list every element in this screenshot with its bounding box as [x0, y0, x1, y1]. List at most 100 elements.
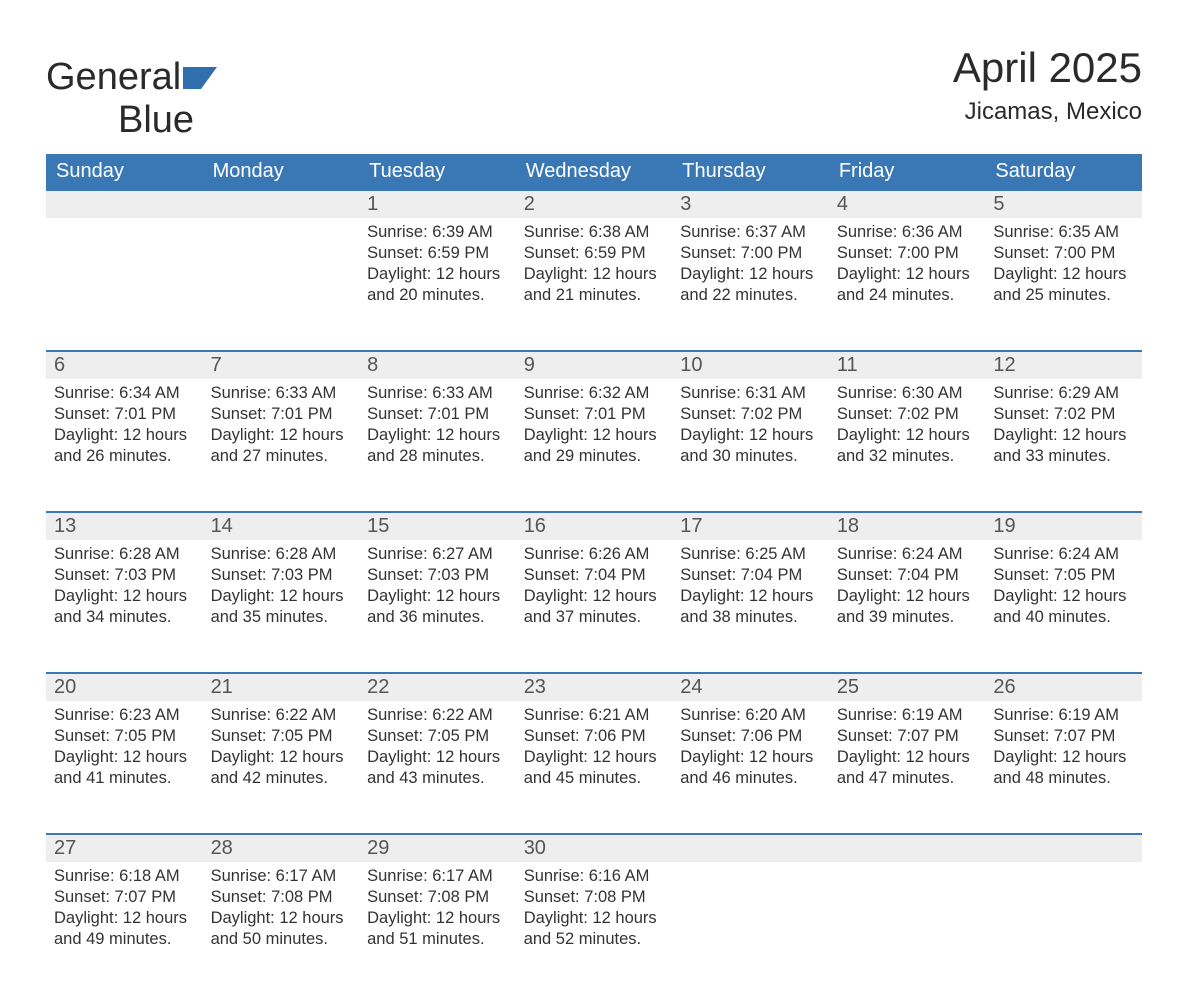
- daylight-line: Daylight: 12 hours: [524, 908, 665, 929]
- day-cell: Sunrise: 6:28 AMSunset: 7:03 PMDaylight:…: [203, 540, 360, 673]
- day-cell: Sunrise: 6:22 AMSunset: 7:05 PMDaylight:…: [359, 701, 516, 834]
- sunrise-line: Sunrise: 6:33 AM: [367, 383, 508, 404]
- day-cell-body: Sunrise: 6:24 AMSunset: 7:05 PMDaylight:…: [985, 540, 1142, 628]
- day-cell-body: Sunrise: 6:28 AMSunset: 7:03 PMDaylight:…: [46, 540, 203, 628]
- daylight-line: Daylight: 12 hours: [367, 425, 508, 446]
- empty-day-cell: [672, 862, 829, 994]
- day-cell-body: Sunrise: 6:22 AMSunset: 7:05 PMDaylight:…: [359, 701, 516, 789]
- daylight-line: and 41 minutes.: [54, 768, 195, 789]
- daylight-line: and 47 minutes.: [837, 768, 978, 789]
- daylight-line: and 20 minutes.: [367, 285, 508, 306]
- sunrise-line: Sunrise: 6:28 AM: [211, 544, 352, 565]
- daylight-line: Daylight: 12 hours: [367, 264, 508, 285]
- day-cell: Sunrise: 6:20 AMSunset: 7:06 PMDaylight:…: [672, 701, 829, 834]
- daylight-line: Daylight: 12 hours: [54, 747, 195, 768]
- daylight-line: Daylight: 12 hours: [367, 908, 508, 929]
- week-row: Sunrise: 6:23 AMSunset: 7:05 PMDaylight:…: [46, 701, 1142, 834]
- sunrise-line: Sunrise: 6:28 AM: [54, 544, 195, 565]
- daylight-line: and 52 minutes.: [524, 929, 665, 950]
- day-cell-body: Sunrise: 6:38 AMSunset: 6:59 PMDaylight:…: [516, 218, 673, 306]
- day-cell: Sunrise: 6:33 AMSunset: 7:01 PMDaylight:…: [359, 379, 516, 512]
- day-cell-body: Sunrise: 6:39 AMSunset: 6:59 PMDaylight:…: [359, 218, 516, 306]
- daynum-row: 13141516171819: [46, 512, 1142, 540]
- day-number: 16: [516, 512, 673, 540]
- daylight-line: Daylight: 12 hours: [837, 586, 978, 607]
- title-block: April 2025 Jicamas, Mexico: [953, 36, 1142, 126]
- sunrise-line: Sunrise: 6:17 AM: [211, 866, 352, 887]
- day-cell: Sunrise: 6:26 AMSunset: 7:04 PMDaylight:…: [516, 540, 673, 673]
- sunset-line: Sunset: 7:01 PM: [211, 404, 352, 425]
- day-cell: Sunrise: 6:36 AMSunset: 7:00 PMDaylight:…: [829, 218, 986, 351]
- daylight-line: Daylight: 12 hours: [837, 264, 978, 285]
- day-cell-body: Sunrise: 6:28 AMSunset: 7:03 PMDaylight:…: [203, 540, 360, 628]
- day-cell: Sunrise: 6:38 AMSunset: 6:59 PMDaylight:…: [516, 218, 673, 351]
- day-cell: Sunrise: 6:28 AMSunset: 7:03 PMDaylight:…: [46, 540, 203, 673]
- empty-day-cell: [203, 218, 360, 351]
- day-header: Monday: [203, 154, 360, 190]
- day-header: Thursday: [672, 154, 829, 190]
- week-row: Sunrise: 6:28 AMSunset: 7:03 PMDaylight:…: [46, 540, 1142, 673]
- day-number: 20: [46, 673, 203, 701]
- sunrise-line: Sunrise: 6:24 AM: [837, 544, 978, 565]
- sunrise-line: Sunrise: 6:21 AM: [524, 705, 665, 726]
- sunset-line: Sunset: 7:05 PM: [211, 726, 352, 747]
- daylight-line: Daylight: 12 hours: [524, 264, 665, 285]
- day-cell-body: Sunrise: 6:17 AMSunset: 7:08 PMDaylight:…: [203, 862, 360, 950]
- day-cell-body: Sunrise: 6:33 AMSunset: 7:01 PMDaylight:…: [359, 379, 516, 467]
- day-cell: Sunrise: 6:30 AMSunset: 7:02 PMDaylight:…: [829, 379, 986, 512]
- sunrise-line: Sunrise: 6:19 AM: [993, 705, 1134, 726]
- day-number: 28: [203, 834, 360, 862]
- day-number: 23: [516, 673, 673, 701]
- day-number: 24: [672, 673, 829, 701]
- daylight-line: and 25 minutes.: [993, 285, 1134, 306]
- day-cell: Sunrise: 6:25 AMSunset: 7:04 PMDaylight:…: [672, 540, 829, 673]
- sunset-line: Sunset: 7:00 PM: [837, 243, 978, 264]
- sunset-line: Sunset: 7:02 PM: [993, 404, 1134, 425]
- week-row: Sunrise: 6:39 AMSunset: 6:59 PMDaylight:…: [46, 218, 1142, 351]
- daylight-line: and 48 minutes.: [993, 768, 1134, 789]
- sunset-line: Sunset: 7:02 PM: [680, 404, 821, 425]
- daynum-row: 6789101112: [46, 351, 1142, 379]
- day-cell-body: Sunrise: 6:34 AMSunset: 7:01 PMDaylight:…: [46, 379, 203, 467]
- sunrise-line: Sunrise: 6:17 AM: [367, 866, 508, 887]
- sunrise-line: Sunrise: 6:39 AM: [367, 222, 508, 243]
- day-number: 3: [672, 190, 829, 218]
- day-number: 27: [46, 834, 203, 862]
- sunrise-line: Sunrise: 6:36 AM: [837, 222, 978, 243]
- day-cell: Sunrise: 6:24 AMSunset: 7:05 PMDaylight:…: [985, 540, 1142, 673]
- page-header: General Blue April 2025 Jicamas, Mexico: [46, 36, 1142, 142]
- day-number: 4: [829, 190, 986, 218]
- daylight-line: Daylight: 12 hours: [211, 425, 352, 446]
- daylight-line: and 22 minutes.: [680, 285, 821, 306]
- day-number: 9: [516, 351, 673, 379]
- daylight-line: and 21 minutes.: [524, 285, 665, 306]
- day-cell: Sunrise: 6:33 AMSunset: 7:01 PMDaylight:…: [203, 379, 360, 512]
- empty-day-number: [829, 834, 986, 862]
- day-number: 12: [985, 351, 1142, 379]
- sunset-line: Sunset: 7:00 PM: [993, 243, 1134, 264]
- empty-day-cell: [46, 218, 203, 351]
- empty-day-number: [672, 834, 829, 862]
- daylight-line: and 42 minutes.: [211, 768, 352, 789]
- day-header-row: SundayMondayTuesdayWednesdayThursdayFrid…: [46, 154, 1142, 190]
- daylight-line: and 45 minutes.: [524, 768, 665, 789]
- daylight-line: and 32 minutes.: [837, 446, 978, 467]
- empty-day-cell: [829, 862, 986, 994]
- sunrise-line: Sunrise: 6:29 AM: [993, 383, 1134, 404]
- daylight-line: Daylight: 12 hours: [680, 264, 821, 285]
- calendar-body: 12 345 Sunrise: 6:39 AMSunset: 6:59 PMDayl…: [46, 190, 1142, 994]
- day-header: Wednesday: [516, 154, 673, 190]
- day-number: 7: [203, 351, 360, 379]
- logo-text-1: General: [46, 56, 181, 98]
- sunset-line: Sunset: 7:05 PM: [54, 726, 195, 747]
- daylight-line: Daylight: 12 hours: [54, 908, 195, 929]
- daylight-line: and 49 minutes.: [54, 929, 195, 950]
- sunrise-line: Sunrise: 6:32 AM: [524, 383, 665, 404]
- daylight-line: Daylight: 12 hours: [367, 586, 508, 607]
- day-number: 11: [829, 351, 986, 379]
- day-cell: Sunrise: 6:21 AMSunset: 7:06 PMDaylight:…: [516, 701, 673, 834]
- day-cell: Sunrise: 6:17 AMSunset: 7:08 PMDaylight:…: [359, 862, 516, 994]
- logo-text-2: Blue: [118, 99, 194, 141]
- day-number: 5: [985, 190, 1142, 218]
- day-cell-body: Sunrise: 6:36 AMSunset: 7:00 PMDaylight:…: [829, 218, 986, 306]
